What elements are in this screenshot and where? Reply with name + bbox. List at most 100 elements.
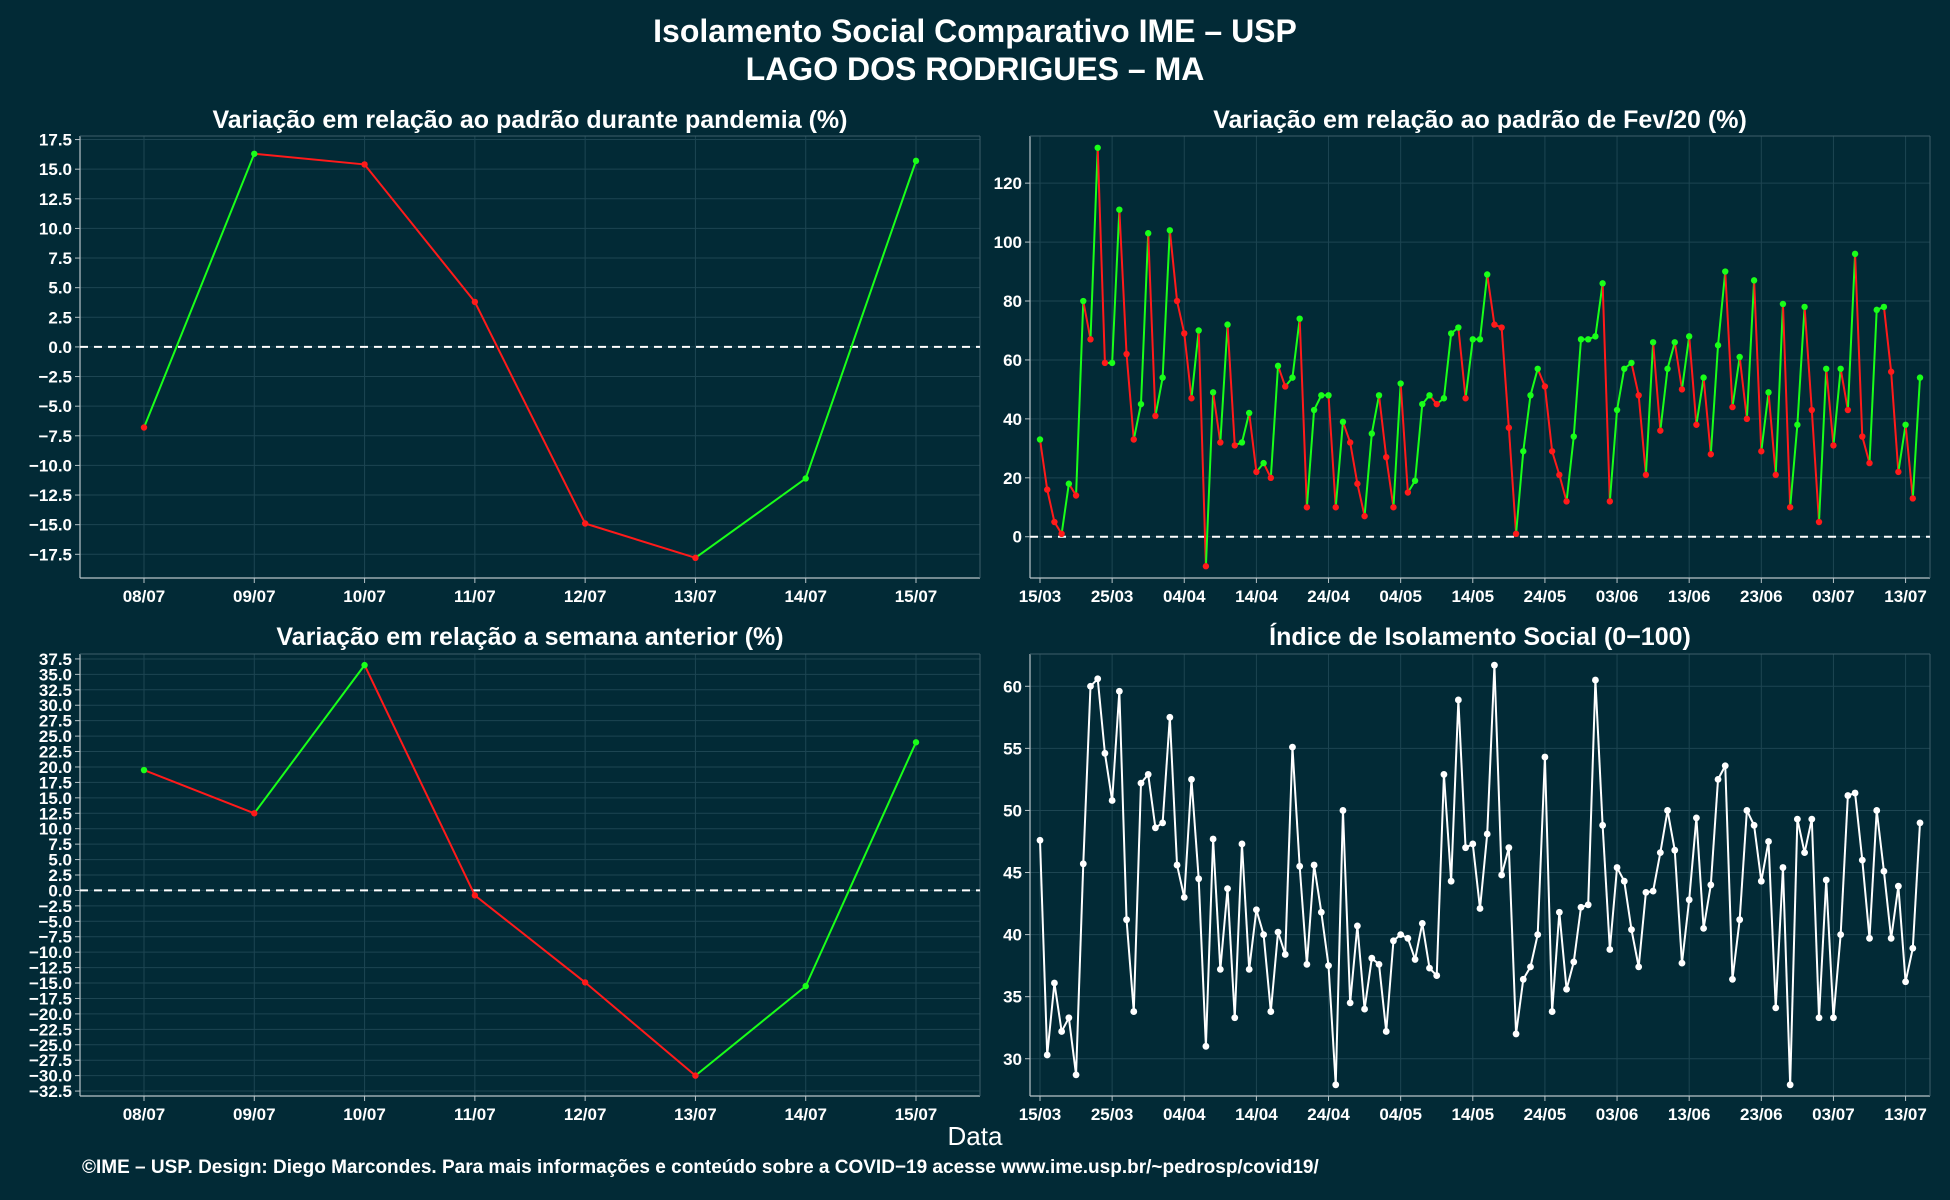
y-tick-label: 15.0	[39, 789, 72, 808]
data-point	[1130, 436, 1137, 443]
y-tick-label: −15.0	[29, 516, 72, 535]
series-segment	[1046, 982, 1056, 1056]
series-segment	[1327, 965, 1337, 1085]
data-point	[1685, 333, 1693, 340]
data-point	[1238, 439, 1246, 446]
data-point	[1859, 433, 1866, 440]
data-point	[581, 520, 589, 527]
series-segment	[1709, 345, 1720, 455]
data-point	[1152, 412, 1159, 420]
series-segment	[1442, 333, 1453, 399]
series-segment	[1832, 368, 1842, 446]
series-segment	[1248, 412, 1258, 473]
x-tick-label: 04/05	[1379, 1105, 1422, 1124]
series-segment	[1197, 330, 1207, 567]
series-segment	[1334, 421, 1344, 508]
data-point	[1087, 682, 1094, 690]
series-segment	[1212, 838, 1222, 970]
data-point	[1361, 512, 1368, 520]
series-segment	[1854, 792, 1864, 861]
y-tick-label: 30.0	[39, 696, 72, 715]
series-segment	[1111, 691, 1121, 801]
data-point	[1317, 908, 1325, 916]
series-segment	[1219, 888, 1229, 970]
data-point	[1440, 395, 1448, 402]
series-segment	[1183, 779, 1193, 898]
series-segment	[1125, 919, 1135, 1012]
series-segment	[1327, 395, 1337, 508]
data-point	[1505, 844, 1513, 852]
data-point	[1563, 985, 1570, 993]
series-segment	[1875, 810, 1885, 872]
y-tick-label: 22.5	[39, 743, 72, 762]
series-segment	[1608, 409, 1619, 502]
series-segment	[1349, 442, 1359, 484]
series-segment	[1630, 929, 1640, 968]
x-tick-label: 15/07	[895, 587, 938, 606]
series-segment	[1507, 427, 1518, 534]
data-point	[1483, 830, 1491, 838]
series-segment	[474, 894, 586, 984]
series-segment	[1450, 699, 1460, 882]
y-tick-label: 32.5	[39, 681, 72, 700]
y-tick-label: −7.5	[38, 427, 72, 446]
y-tick-label: 0.0	[48, 881, 72, 900]
series-segment	[1543, 386, 1554, 452]
data-point	[1166, 227, 1174, 234]
y-tick-label: 80	[1003, 292, 1022, 311]
series-segment	[1262, 934, 1272, 1012]
data-point	[1527, 963, 1534, 971]
series-segment	[1277, 931, 1287, 955]
data-point	[1361, 1005, 1368, 1013]
series-segment	[1082, 300, 1092, 340]
y-tick-label: −17.5	[29, 545, 72, 564]
series-segment	[1825, 368, 1835, 446]
series-segment	[1421, 923, 1431, 969]
series-segment	[1356, 925, 1366, 1010]
data-point	[1036, 436, 1044, 443]
data-point	[1772, 1004, 1780, 1012]
series-segment	[1825, 879, 1835, 1018]
series-segment	[1529, 934, 1539, 968]
series-segment	[1688, 336, 1698, 425]
data-point	[1058, 1028, 1066, 1035]
series-segment	[1486, 274, 1496, 325]
series-segment	[1745, 280, 1756, 419]
data-point	[1079, 860, 1087, 868]
data-point	[1555, 908, 1563, 916]
series-segment	[1132, 403, 1142, 440]
series-segment	[1565, 436, 1575, 502]
series-segment	[1190, 330, 1200, 399]
series-segment	[1493, 665, 1503, 876]
series-segment	[1363, 433, 1373, 517]
data-point	[1339, 807, 1347, 814]
series-segment	[1039, 840, 1049, 1056]
series-segment	[1760, 841, 1770, 882]
data-point	[1534, 931, 1542, 938]
data-point	[251, 810, 258, 817]
data-point	[1159, 374, 1166, 381]
series-segment	[1659, 810, 1669, 853]
data-point	[1202, 1042, 1210, 1050]
data-point	[1332, 1081, 1340, 1089]
series-segment	[1789, 819, 1799, 1085]
data-point	[581, 979, 589, 986]
series-segment	[694, 985, 807, 1077]
data-point	[1757, 877, 1765, 885]
data-point	[1678, 959, 1686, 967]
data-point	[1426, 392, 1433, 399]
data-point	[1274, 928, 1282, 936]
series-segment	[1854, 253, 1864, 437]
panel-title: Variação em relação ao padrão durante pa…	[213, 106, 848, 134]
series-segment	[253, 664, 366, 814]
series-segment	[1846, 253, 1857, 411]
series-segment	[1248, 909, 1258, 970]
y-tick-label: 5.0	[48, 851, 72, 870]
series-segment	[1089, 147, 1099, 340]
data-point	[1822, 876, 1830, 884]
series-segment	[1551, 912, 1561, 1012]
series-segment	[1190, 779, 1200, 879]
data-point	[140, 424, 148, 431]
y-tick-label: 45	[1003, 864, 1022, 883]
